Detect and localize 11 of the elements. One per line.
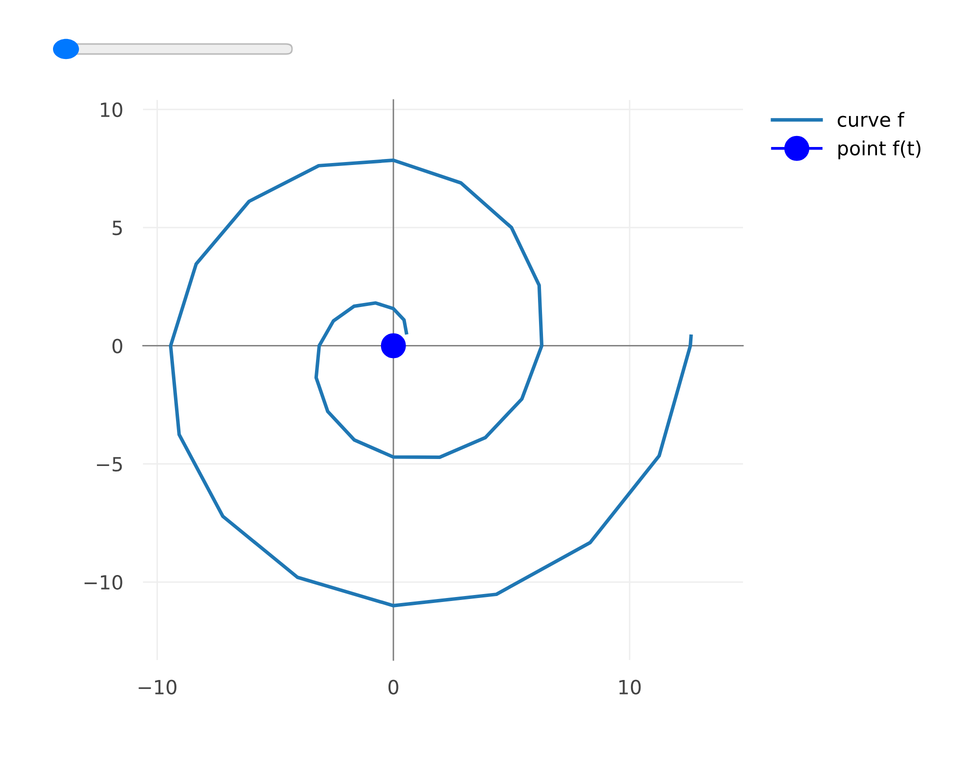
y-tick-label: −10 [84,574,122,590]
x-tick-label: 0 [388,680,398,694]
y-tick-label: −5 [96,457,122,472]
y-tick-label: 5 [112,220,122,236]
x-tick-label: −10 [138,680,176,694]
y-tick-label: 0 [112,338,122,354]
legend-label: curve f [838,112,905,127]
x-tick-label: 10 [619,680,641,694]
line-series [168,158,693,608]
y-tick-label: 10 [100,102,122,118]
legend-label: point f(t) [838,140,920,160]
